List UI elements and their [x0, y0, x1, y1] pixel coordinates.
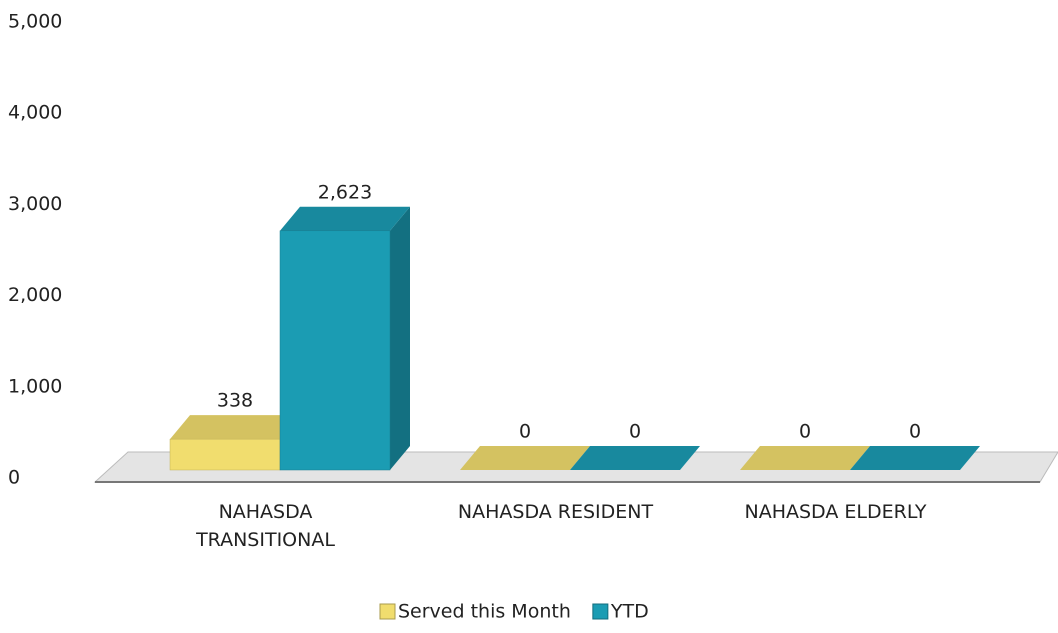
y-tick-label: 4,000 — [8, 102, 62, 124]
bar-front — [279, 230, 391, 471]
y-tick-label: 5,000 — [8, 11, 62, 33]
legend-label: YTD — [610, 601, 649, 623]
x-tick-label: NAHASDA TRANSITIONAL — [196, 501, 335, 551]
legend-swatch — [592, 603, 609, 620]
y-tick-label: 0 — [8, 467, 20, 489]
bar-top — [460, 446, 590, 470]
bar — [460, 446, 590, 470]
value-label: 0 — [519, 421, 531, 443]
x-tick-label: NAHASDA ELDERLY — [744, 501, 927, 523]
bar-top — [170, 415, 300, 440]
value-label: 0 — [799, 421, 811, 443]
x-tick-label: NAHASDA RESIDENT — [457, 501, 654, 523]
value-label: 0 — [629, 421, 641, 443]
y-tick-label: 3,000 — [8, 193, 62, 215]
bar — [570, 446, 700, 470]
bar-top — [740, 446, 870, 470]
bar-top — [280, 206, 410, 231]
bar-top — [570, 446, 700, 470]
bar-front — [169, 438, 281, 471]
y-tick-label: 2,000 — [8, 284, 62, 306]
bar — [850, 446, 980, 470]
bar-top — [850, 446, 980, 470]
value-label: 0 — [909, 421, 921, 443]
bar — [740, 446, 870, 470]
value-label: 338 — [217, 390, 253, 412]
y-tick-label: 1,000 — [8, 375, 62, 397]
legend-label: Served this Month — [398, 601, 571, 623]
bar-side — [390, 206, 410, 470]
legend-swatch — [379, 603, 396, 620]
value-label: 2,623 — [318, 181, 372, 203]
bar — [279, 206, 410, 471]
